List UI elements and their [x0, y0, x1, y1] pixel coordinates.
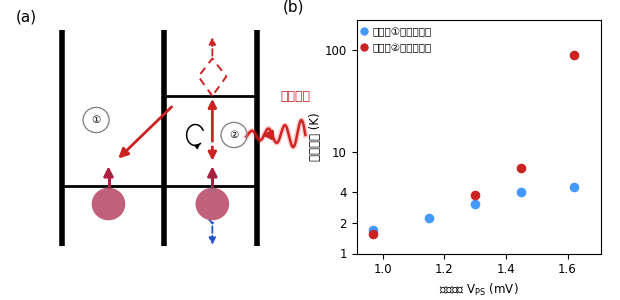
Point — [424, 215, 434, 220]
Point — [516, 165, 526, 170]
X-axis label: 直流電圧 V$_\mathrm{PS}$ (mV): 直流電圧 V$_\mathrm{PS}$ (mV) — [439, 282, 519, 298]
Point — [368, 232, 378, 236]
Point — [470, 201, 480, 206]
Legend: ：遷移①の格子温度, ：遷移②の格子温度: ：遷移①の格子温度, ：遷移②の格子温度 — [361, 25, 433, 55]
Text: フォノン: フォノン — [280, 91, 310, 103]
Circle shape — [196, 188, 228, 220]
Point — [569, 185, 578, 190]
Text: (b): (b) — [283, 0, 304, 15]
Point — [470, 193, 480, 197]
Point — [516, 189, 526, 194]
Text: (a): (a) — [16, 9, 37, 24]
Text: ①: ① — [92, 115, 100, 125]
Y-axis label: 格子温度 (K): 格子温度 (K) — [309, 112, 322, 161]
Point — [368, 228, 378, 232]
Circle shape — [92, 188, 125, 220]
Point — [569, 52, 578, 57]
Text: ②: ② — [229, 130, 239, 140]
